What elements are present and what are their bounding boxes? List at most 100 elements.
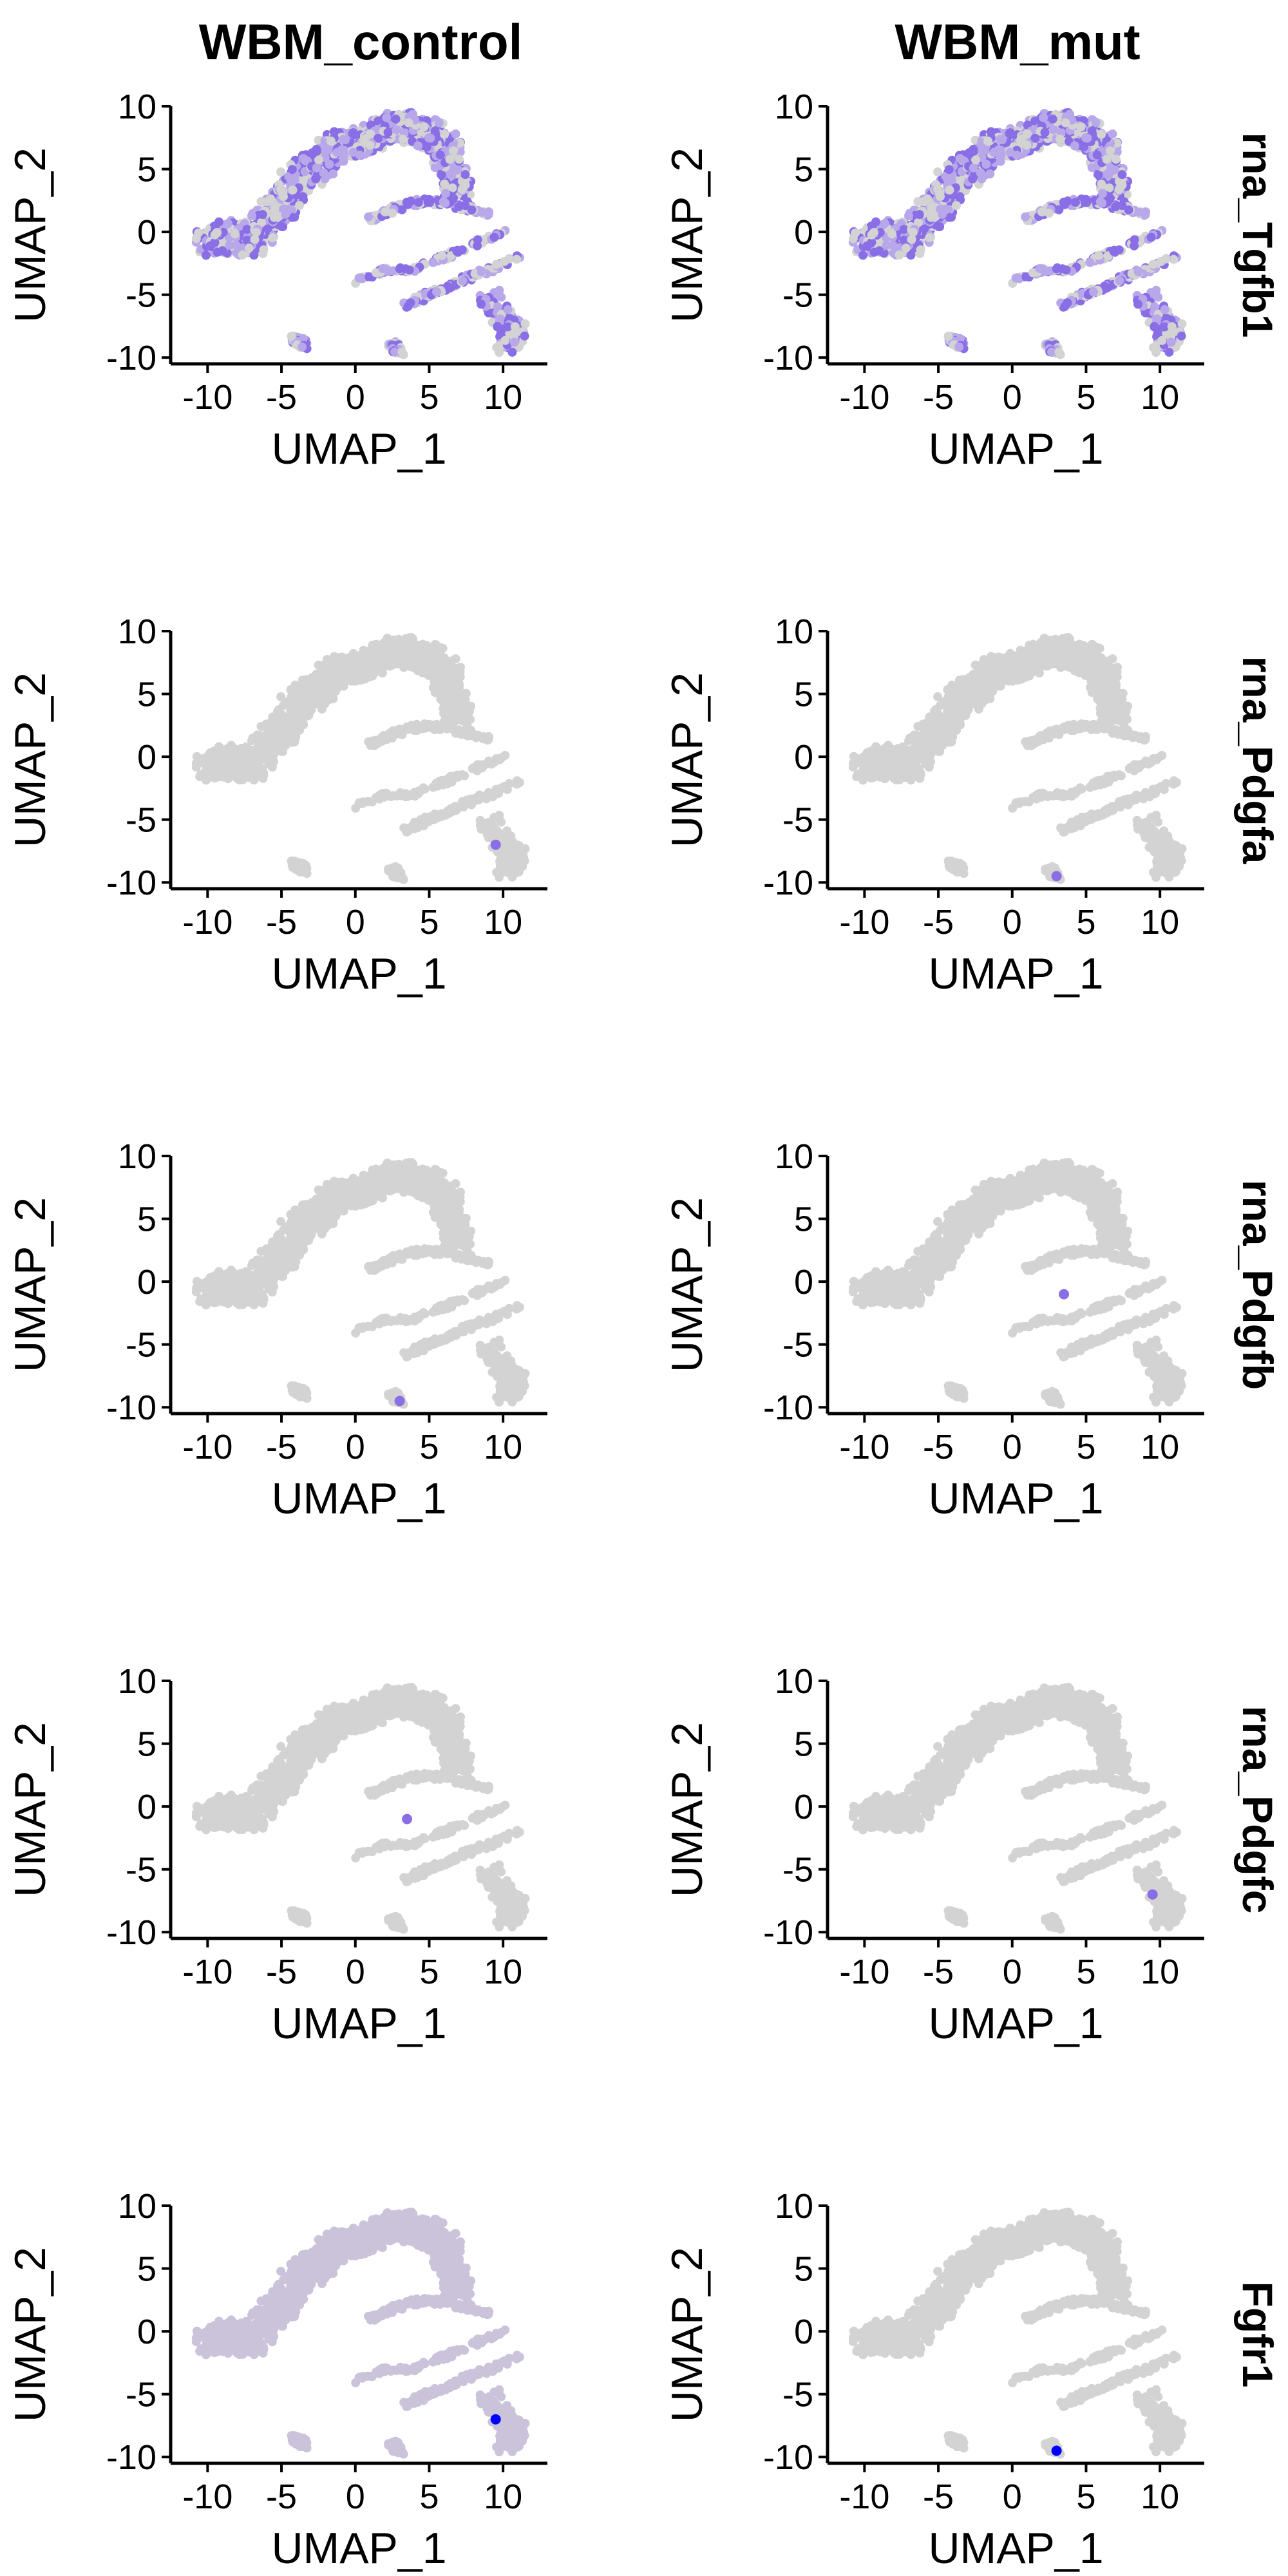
cell-point [858,251,867,260]
x-tick-label: 0 [1003,378,1022,417]
cell-point [1160,305,1170,314]
cell-point [448,146,458,156]
cell-point [382,113,392,122]
cell-point [952,201,961,211]
cell-point [500,257,509,266]
cell-point [1054,347,1064,357]
cell-point [1151,285,1161,295]
cell-point [397,347,407,357]
cell-point [491,260,501,269]
cell-point [916,245,925,254]
cell-point [947,175,956,185]
cell-point [473,235,482,245]
cell-point [955,192,965,202]
cell-point [1049,125,1058,135]
cell-point [954,342,964,352]
cell-point [328,169,338,179]
y-tick-label: -10 [763,339,813,377]
cell-point [238,250,247,260]
cell-point [460,180,470,190]
cell-point [298,192,308,202]
cell-point [419,122,429,131]
cell-point [455,138,465,148]
cell-point [287,332,296,341]
cell-point [1102,283,1112,293]
cell-point [965,149,974,158]
cell-point [259,245,269,254]
cell-point [365,140,375,150]
cell-point [1052,264,1061,274]
y-tick-label: 5 [794,151,813,189]
cell-point [933,167,943,176]
cell-point [981,160,991,169]
cell-point [1061,265,1071,275]
column-title-0: WBM_control [199,14,523,70]
cell-point [1089,287,1098,297]
cell-point [1039,113,1048,122]
cell-point [445,155,455,164]
x-tick-label: 5 [419,378,439,417]
x-tick-label: -5 [266,378,297,417]
cell-point [994,145,1003,155]
cell-point [455,155,464,164]
cell-point [281,209,290,219]
cell-point [337,145,346,155]
cell-point [914,210,924,220]
cell-point [428,258,438,267]
cell-point [266,194,276,204]
cell-point [1070,198,1080,207]
cell-point [925,233,934,243]
cell-point [391,114,401,124]
column-title-1: WBM_mut [895,14,1140,70]
cell-point [378,264,388,273]
cell-point [996,135,1005,144]
x-axis-label: UMAP_1 [271,424,446,473]
cell-point [191,234,201,243]
cell-point [938,209,947,219]
cell-point [493,321,502,331]
cell-point [437,251,446,260]
cell-point [509,337,519,347]
cell-point [440,198,450,208]
cell-point [1097,129,1106,139]
cell-point [440,179,450,189]
cell-point [895,250,904,260]
cell-point [279,192,288,202]
cell-point [1040,128,1050,137]
cell-point [1102,155,1112,164]
y-tick-label: -5 [782,276,813,315]
cell-point [321,147,330,156]
cell-point [437,170,446,180]
cell-point [1164,347,1174,357]
cell-point [458,276,468,285]
x-tick-label: 5 [1076,378,1095,417]
cell-point [388,209,397,218]
x-tick-label: -5 [923,378,954,417]
cell-point [848,234,858,243]
cell-point [1130,235,1139,245]
cell-point [395,264,404,274]
y-tick-label: -10 [106,339,156,377]
cell-point [511,327,520,336]
cell-point [882,240,891,250]
cell-point [268,233,278,243]
cell-point [413,141,422,151]
cell-point [1117,180,1127,190]
cell-point [1081,133,1090,142]
y-tick-label: -5 [126,276,156,315]
cell-point [520,331,529,341]
cell-point [276,167,286,176]
cell-point [270,202,279,211]
cell-point [907,234,916,244]
cell-point [247,211,256,221]
cell-point [312,163,321,173]
cell-point [520,319,530,328]
cell-point [424,194,434,204]
cell-point [495,285,504,295]
cell-point [437,695,446,705]
x-tick-label: 10 [484,378,522,417]
cell-point [507,347,517,357]
cell-point [214,217,223,227]
cell-point [943,332,953,341]
